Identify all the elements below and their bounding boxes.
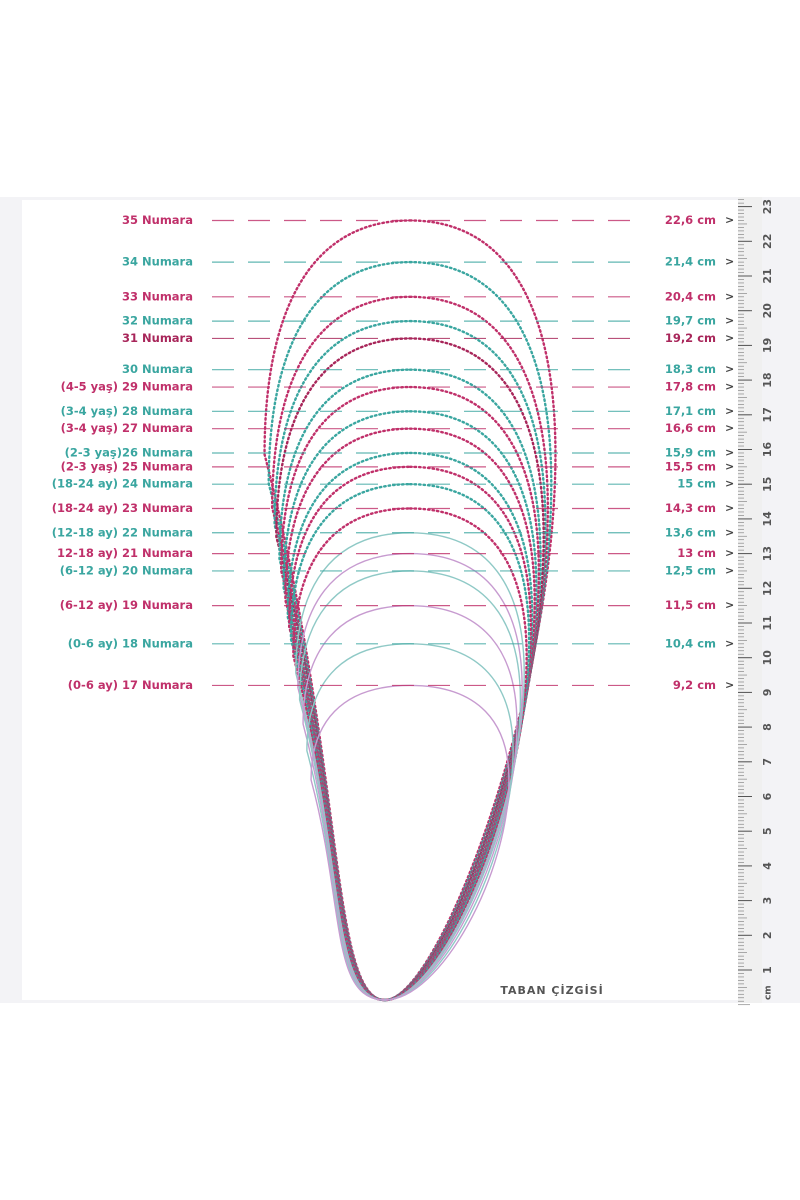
length-label: 10,4 cm (665, 636, 716, 650)
length-label: 15,5 cm (665, 459, 716, 473)
ruler-tick-label: 10 (761, 650, 774, 666)
ruler-tick-label: 8 (761, 723, 774, 731)
length-label: 12,5 cm (665, 563, 716, 577)
length-label: 11,5 cm (665, 598, 716, 612)
ruler-tick-label: 6 (761, 792, 774, 800)
foot-outline (310, 684, 510, 1001)
row-marker: > (725, 363, 734, 376)
ruler-tick-label: 20 (761, 303, 774, 319)
size-label: 31 Numara (122, 331, 193, 345)
ruler-tick-label: 3 (761, 897, 774, 905)
ruler-tick-label: 7 (761, 758, 774, 766)
row-marker: > (725, 599, 734, 612)
baseline-label: TABAN ÇİZGİSİ (500, 983, 603, 997)
length-label: 18,3 cm (665, 362, 716, 376)
ruler-tick-label: 19 (761, 338, 774, 353)
row-marker: > (725, 422, 734, 435)
size-label: (2-3 yaş) 25 Numara (61, 459, 193, 473)
size-label: (3-4 yaş) 28 Numara (61, 404, 193, 418)
size-label: (0-6 ay) 17 Numara (68, 678, 193, 692)
row-marker: > (725, 460, 734, 473)
size-label: 33 Numara (122, 289, 193, 303)
length-label: 14,3 cm (665, 501, 716, 515)
ruler-tick-label: 5 (761, 827, 774, 835)
length-label: 13,6 cm (665, 525, 716, 539)
ruler-tick-label: 21 (761, 268, 774, 283)
ruler-tick-label: 22 (761, 234, 774, 249)
foot-outline (284, 427, 536, 1002)
length-label: 13 cm (677, 546, 716, 560)
row-marker: > (725, 678, 734, 691)
foot-outline (292, 507, 528, 1002)
ruler-tick-label: 23 (761, 199, 774, 214)
foot-outline (270, 295, 550, 1002)
ruler-tick-label: 18 (761, 372, 774, 387)
ruler-tick-label: 14 (761, 511, 774, 527)
length-label: 22,6 cm (665, 213, 716, 227)
row-marker: > (725, 331, 734, 344)
foot-outline (282, 410, 538, 1002)
size-label: 35 Numara (122, 213, 193, 227)
ruler-tick-label: 13 (761, 546, 774, 561)
ruler-tick-label: 16 (761, 442, 774, 458)
size-label: 30 Numara (122, 362, 193, 376)
ruler-tick-label: 1 (761, 966, 774, 974)
row-marker: > (725, 446, 734, 459)
length-label: 15 cm (677, 477, 716, 491)
length-label: 19,7 cm (665, 314, 716, 328)
ruler-tick-label: 9 (761, 689, 774, 697)
ruler-tick-label: 4 (761, 862, 774, 870)
ruler-tick-label: 17 (761, 407, 774, 422)
size-label: (4-5 yaş) 29 Numara (61, 380, 193, 394)
row-marker: > (725, 547, 734, 560)
size-label: 34 Numara (122, 255, 193, 269)
length-label: 19,2 cm (665, 331, 716, 345)
row-marker: > (725, 526, 734, 539)
row-marker: > (725, 314, 734, 327)
foot-outline (267, 260, 553, 1002)
row-marker: > (725, 255, 734, 268)
size-label: (2-3 yaş)26 Numara (65, 445, 193, 459)
size-label: (6-12 ay) 20 Numara (60, 563, 193, 577)
length-label: 9,2 cm (673, 678, 716, 692)
row-marker: > (725, 380, 734, 393)
size-label: (3-4 yaş) 27 Numara (61, 421, 193, 435)
length-label: 15,9 cm (665, 445, 716, 459)
size-label: (0-6 ay) 18 Numara (68, 636, 193, 650)
ruler-tick-label: 11 (761, 615, 774, 630)
length-label: 17,1 cm (665, 404, 716, 418)
row-marker: > (725, 501, 734, 514)
size-label: (18-24 ay) 23 Numara (52, 501, 193, 515)
length-label: 17,8 cm (665, 380, 716, 394)
size-label: (18-24 ay) 24 Numara (52, 477, 193, 491)
ruler-tick-label: 12 (761, 581, 774, 596)
size-label: (12-18 ay) 22 Numara (52, 525, 193, 539)
row-marker: > (725, 404, 734, 417)
row-marker: > (725, 477, 734, 490)
size-rows: 35 Numara 22,6 cm >34 Numara 21,4 cm >33 Num… (52, 213, 734, 692)
ruler-tick-label: 15 (761, 477, 774, 492)
length-label: 20,4 cm (665, 289, 716, 303)
length-label: 16,6 cm (665, 421, 716, 435)
size-label: 32 Numara (122, 314, 193, 328)
ruler-tick-label: 2 (761, 931, 774, 939)
row-marker: > (725, 637, 734, 650)
row-marker: > (725, 564, 734, 577)
panel (22, 200, 738, 1000)
length-label: 21,4 cm (665, 255, 716, 269)
row-marker: > (725, 290, 734, 303)
size-label: 12-18 ay) 21 Numara (57, 546, 193, 560)
size-label: (6-12 ay) 19 Numara (60, 598, 193, 612)
ruler-unit: cm (764, 985, 774, 1000)
row-marker: > (725, 213, 734, 226)
